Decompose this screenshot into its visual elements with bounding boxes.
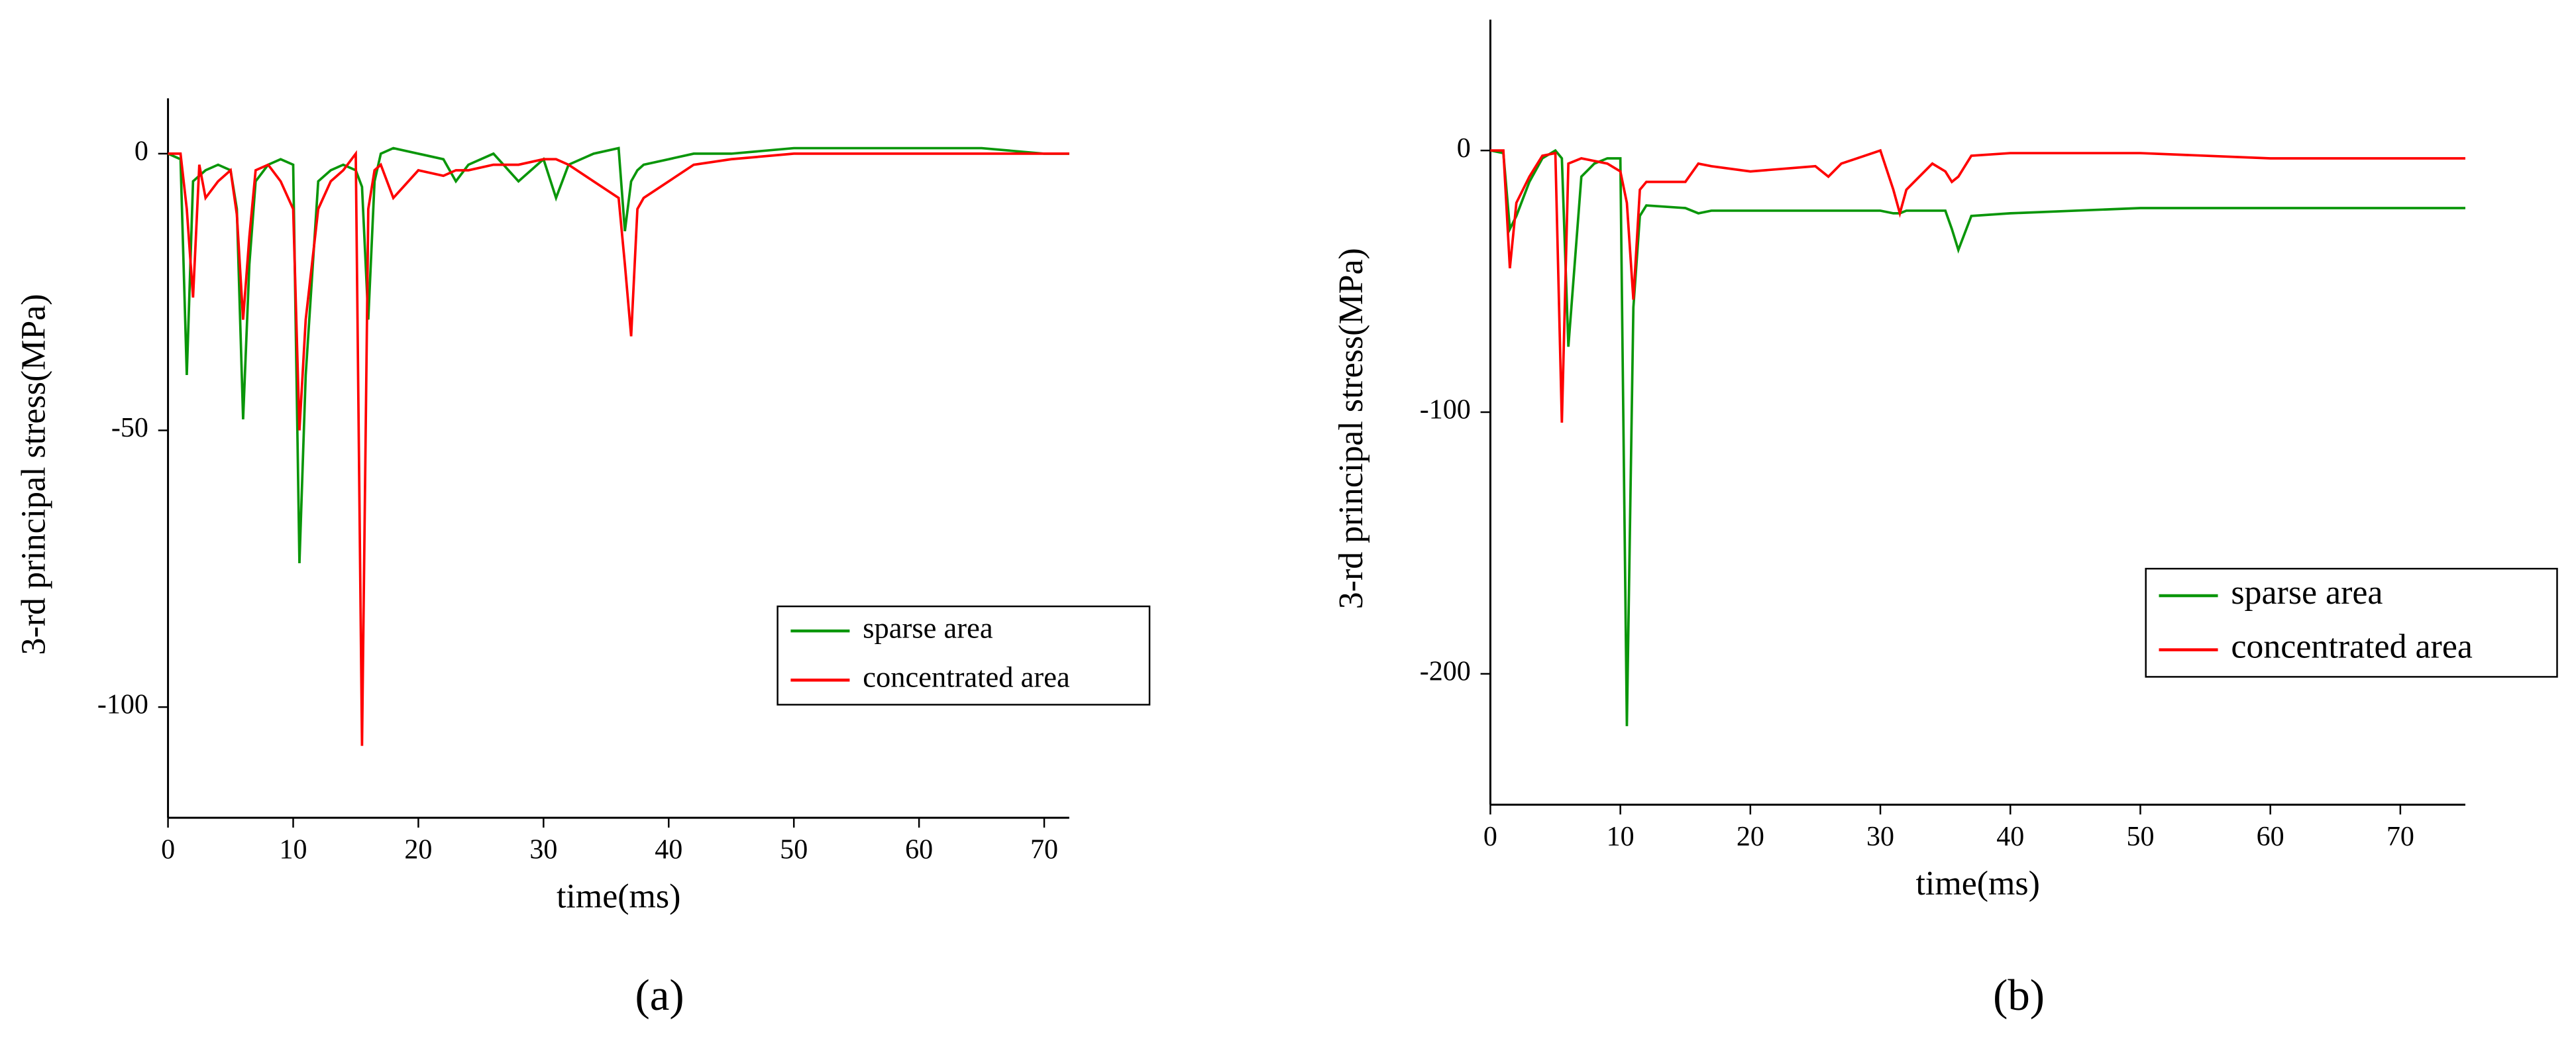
x-axis-label: time(ms) (1915, 865, 2039, 902)
x-tick-label: 70 (2387, 822, 2414, 852)
y-tick-label: -100 (97, 690, 148, 720)
x-tick-label: 10 (279, 835, 307, 865)
y-tick-label: -50 (111, 413, 148, 443)
legend-box (2145, 567, 2558, 678)
y-axis-label: 3-rd principal stress(MPa) (15, 294, 53, 655)
y-tick-label: -100 (1420, 395, 1471, 425)
y-tick-label: 0 (1457, 133, 1471, 164)
x-tick-label: 0 (1483, 822, 1497, 852)
x-tick-label: 60 (905, 835, 933, 865)
x-tick-label: 10 (1607, 822, 1635, 852)
x-tick-label: 20 (404, 835, 432, 865)
y-axis-label: 3-rd principal stress(MPa) (1332, 248, 1370, 609)
x-tick-label: 40 (655, 835, 682, 865)
x-tick-label: 60 (2257, 822, 2284, 852)
caption: (a) (635, 971, 684, 1020)
series-line (168, 150, 1069, 746)
x-tick-label: 50 (780, 835, 808, 865)
x-tick-label: 30 (1866, 822, 1894, 852)
x-axis-label: time(ms) (557, 878, 680, 916)
y-tick-label: 0 (134, 137, 148, 167)
legend-label: sparse area (863, 611, 993, 644)
y-tick-label: -200 (1420, 657, 1471, 687)
legend-label: concentrated area (863, 661, 1070, 694)
x-tick-label: 30 (529, 835, 557, 865)
legend-label: sparse area (2231, 574, 2383, 612)
series-line (1490, 148, 2465, 726)
x-tick-label: 40 (1996, 822, 2024, 852)
x-tick-label: 50 (2126, 822, 2154, 852)
x-tick-label: 70 (1030, 835, 1058, 865)
x-tick-label: 20 (1737, 822, 1764, 852)
legend-label: concentrated area (2231, 628, 2473, 666)
x-tick-label: 0 (161, 835, 175, 865)
caption: (b) (1993, 971, 2045, 1020)
series-line (1490, 148, 2465, 423)
legend-box (777, 605, 1151, 706)
